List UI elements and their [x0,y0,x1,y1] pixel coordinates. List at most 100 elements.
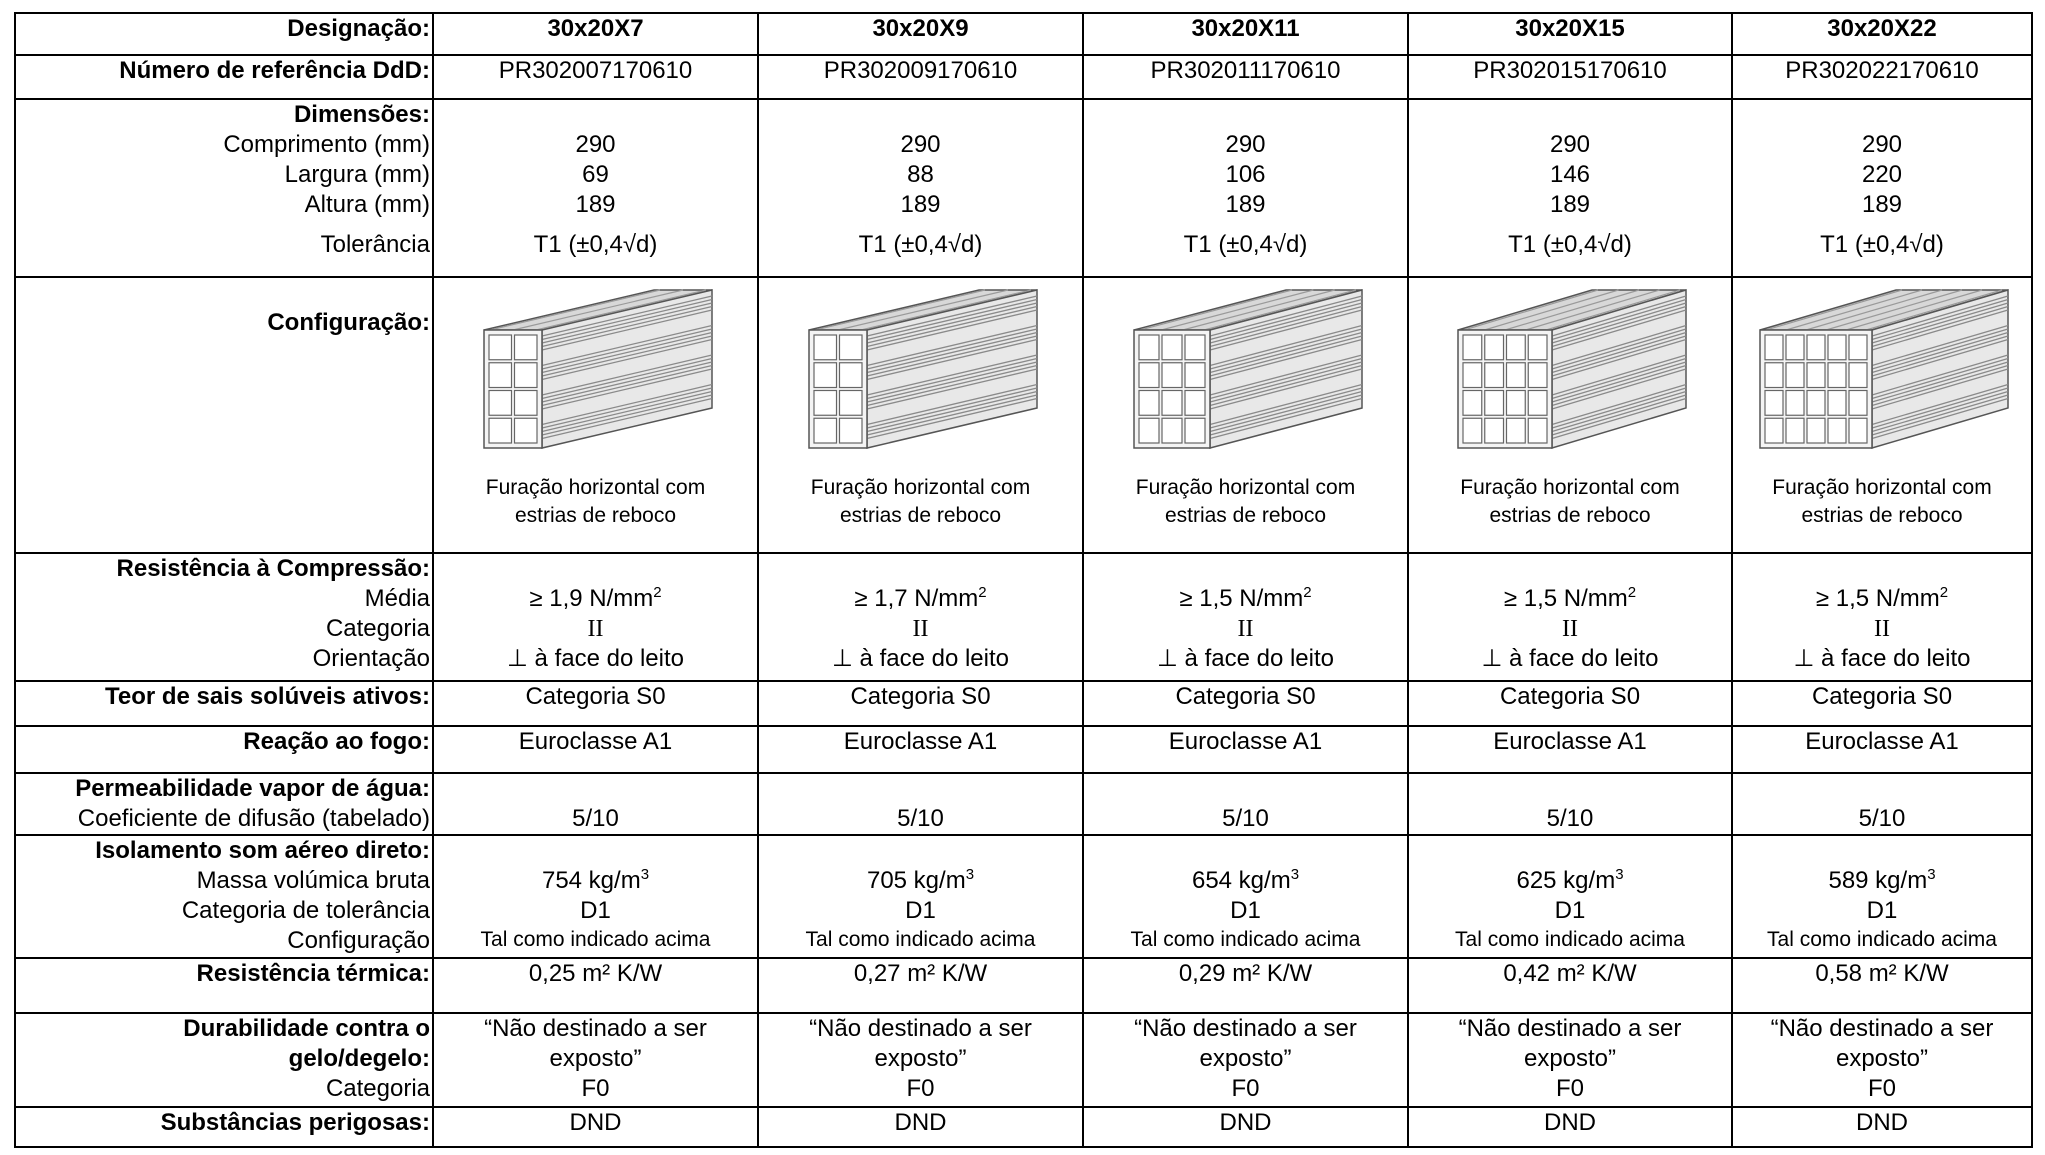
resistencia-cell: ≥ 1,9 N/mm2 II ⊥ à face do leito [432,552,759,682]
label-durabilidade: Durabilidade contra o gelo/degelo: Categ… [14,1012,434,1108]
resistencia-cell: ≥ 1,7 N/mm2 II ⊥ à face do leito [757,552,1084,682]
caption-line-1: Furação horizontal com [1135,476,1356,499]
config-value: Tal como indicado acima [1455,928,1685,951]
orientacao-value: ⊥ à face do leito [1481,645,1659,672]
row-resistencia: Resistência à Compressão: Média Categori… [14,552,2033,682]
teor-value: Categoria S0 [432,680,759,727]
label-substancias: Substâncias perigosas: [14,1106,434,1148]
durabilidade-cell: “Não destinado a ser exposto” F0 [1082,1012,1409,1108]
durabilidade-cell: “Não destinado a ser exposto” F0 [432,1012,759,1108]
media-value: ≥ 1,5 N/mm2 [1733,584,2031,614]
isolamento-cell: 754 kg/m3 D1 Tal como indicado acima [432,834,759,959]
categoria-value: II [1562,616,1578,642]
label-reacao: Reação ao fogo: [14,725,434,774]
substancias-value: DND [432,1106,759,1148]
coef-cell: 5/10 [1731,772,2033,836]
label-configuracao: Configuração: [14,276,434,554]
durabilidade-cell: “Não destinado a ser exposto” F0 [757,1012,1084,1108]
termica-value: 0,42 m² K/W [1407,957,1733,1014]
massa-value: 754 kg/m3 [434,866,757,896]
caption-line-2: estrias de reboco [1801,504,1963,527]
config-value: Tal como indicado acima [1130,928,1361,951]
durabilidade-cell: “Não destinado a ser exposto” F0 [1731,1012,2033,1108]
caption-line-1: Furação horizontal com [810,476,1031,499]
categoria-value: II [1874,616,1890,642]
massa-text: 654 kg/m [1191,867,1291,894]
label-altura: Altura (mm) [304,191,430,218]
row-termica: Resistência térmica: 0,25 m² K/W 0,27 m²… [14,957,2033,1014]
product-ref: PR302007170610 [432,54,759,100]
massa-value: 589 kg/m3 [1733,866,2031,896]
cat-tol-value: D1 [1554,897,1586,924]
label-isolamento: Isolamento som aéreo direto: Massa volúm… [14,834,434,959]
dur-line2: exposto” [549,1045,642,1072]
label-categoria: Categoria [325,615,430,642]
reacao-value: Euroclasse A1 [1731,725,2033,774]
comprimento-value: 290 [1549,131,1591,158]
label-permeabilidade-title: Permeabilidade vapor de água: [75,775,430,802]
largura-value: 88 [907,161,934,188]
teor-value: Categoria S0 [1407,680,1733,727]
isolamento-cell: 589 kg/m3 D1 Tal como indicado acima [1731,834,2033,959]
coef-value: 5/10 [1222,805,1269,832]
brick-caption: Furação horizontal com estrias de reboco [1733,474,2031,530]
dimensoes-cell: 290 106 189 T1 (±0,4√d) [1082,98,1409,278]
product-name: 30x20X9 [757,12,1084,56]
dur-cat: F0 [1555,1075,1584,1102]
dur-cat: F0 [581,1075,610,1102]
row-durabilidade: Durabilidade contra o gelo/degelo: Categ… [14,1012,2033,1108]
row-reacao: Reação ao fogo: Euroclasse A1 Euroclasse… [14,725,2033,774]
cat-tol-value: D1 [1230,897,1261,924]
label-dimensoes-title: Dimensões: [293,101,430,128]
comprimento-value: 290 [1861,131,1903,158]
isolamento-cell: 625 kg/m3 D1 Tal como indicado acima [1407,834,1733,959]
brick-caption: Furação horizontal com estrias de reboco [1409,474,1731,530]
reacao-value: Euroclasse A1 [757,725,1084,774]
caption-line-2: estrias de reboco [1164,504,1327,527]
row-dimensoes: Dimensões: Comprimento (mm) Largura (mm)… [14,98,2033,278]
config-value: Tal como indicado acima [805,928,1036,951]
caption-line-1: Furação horizontal com [485,476,706,499]
label-cat-tol: Categoria de tolerância [181,897,430,924]
configuracao-cell: Furação horizontal com estrias de reboco [1731,276,2033,554]
media-text: ≥ 1,5 N/mm [1179,585,1304,612]
comprimento-value: 290 [575,131,616,158]
row-teor: Teor de sais solúveis ativos: Categoria … [14,680,2033,727]
label-media: Média [364,585,430,612]
massa-sup: 3 [1927,866,1936,883]
caption-line-1: Furação horizontal com [1460,476,1680,499]
largura-value: 106 [1225,161,1266,188]
dur-line2: exposto” [874,1045,967,1072]
brick-caption: Furação horizontal com estrias de reboco [1084,474,1407,530]
label-teor: Teor de sais solúveis ativos: [14,680,434,727]
label-durabilidade-line2: gelo/degelo: [288,1045,430,1072]
dimensoes-cell: 290 146 189 T1 (±0,4√d) [1407,98,1733,278]
label-designacao: Designação: [14,12,434,56]
massa-text: 625 kg/m [1516,867,1616,894]
dur-line1: “Não destinado a ser [484,1015,707,1042]
durabilidade-cell: “Não destinado a ser exposto” F0 [1407,1012,1733,1108]
dur-line1: “Não destinado a ser [1134,1015,1357,1042]
label-config: Configuração [287,927,430,954]
media-value: ≥ 1,9 N/mm2 [434,584,757,614]
dur-line1: “Não destinado a ser [809,1015,1032,1042]
tolerancia-value: T1 (±0,4√d) [1820,231,1944,258]
coef-value: 5/10 [1858,805,1906,832]
config-value: Tal como indicado acima [1767,928,1997,951]
label-ref: Número de referência DdD: [14,54,434,100]
orientacao-value: ⊥ à face do leito [506,645,684,672]
categoria-value: II [587,616,604,642]
teor-value: Categoria S0 [1731,680,2033,727]
label-durabilidade-line1: Durabilidade contra o [183,1015,430,1042]
coef-cell: 5/10 [757,772,1084,836]
caption-line-2: estrias de reboco [1489,504,1651,527]
dur-line1: “Não destinado a ser [1458,1015,1682,1042]
isolamento-cell: 705 kg/m3 D1 Tal como indicado acima [757,834,1084,959]
dur-cat: F0 [906,1075,935,1102]
brick-caption: Furação horizontal com estrias de reboco [434,474,757,530]
largura-value: 146 [1549,161,1591,188]
altura-value: 189 [1225,191,1266,218]
media-text: ≥ 1,9 N/mm [529,585,654,612]
label-resistencia-title: Resistência à Compressão: [116,555,430,582]
massa-value: 654 kg/m3 [1084,866,1407,896]
